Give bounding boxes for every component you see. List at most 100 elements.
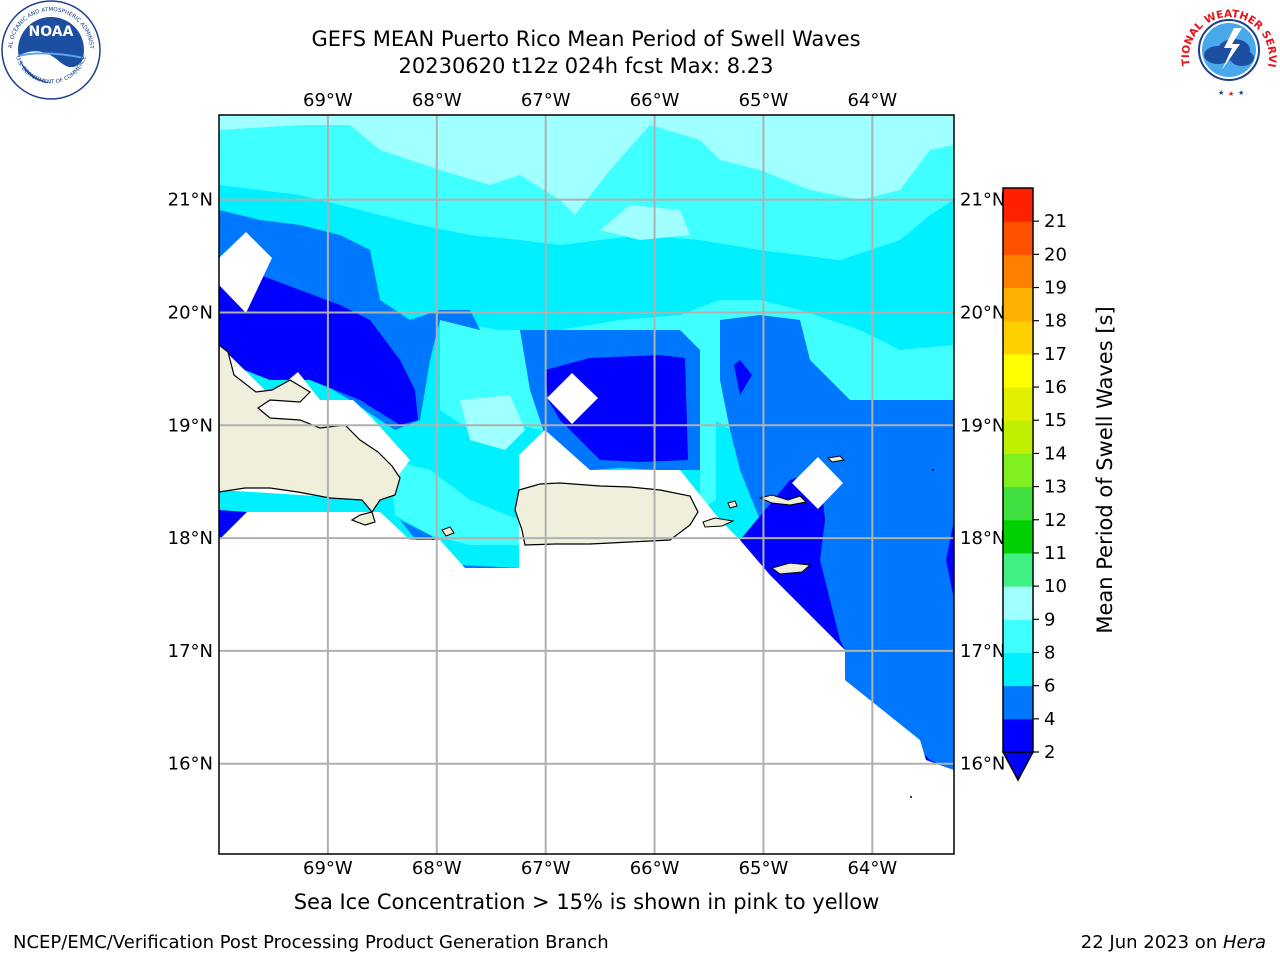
nws-logo: NATIONAL WEATHER SERVICE ★ ★ ★ [1178, 0, 1278, 98]
nodata-diamond-east [792, 457, 843, 509]
lon-label-top: 69°W [303, 90, 353, 111]
colorbar: 2 4 6 8 9 10 11 12 13 14 15 16 17 18 19 20 21 Mean Perio… [1001, 187, 1117, 782]
noaa-logo-text: NOAA [29, 24, 74, 40]
colorbar-band [1003, 718, 1033, 753]
lat-label-right: 16°N [960, 754, 1005, 775]
colorbar-band [1003, 353, 1033, 388]
colorbar-tick-label: 19 [1044, 278, 1067, 299]
land-st-croix [770, 562, 812, 575]
gridlines [219, 115, 954, 854]
map-frame [218, 114, 955, 855]
colorbar-band [1003, 652, 1033, 687]
lat-label-right: 17°N [960, 641, 1005, 662]
axis-labels: 69°W 69°W 68°W 68°W 67°W 67°W 66°W 66°W 65°W 65°W… [168, 90, 1006, 879]
lat-label-left: 21°N [168, 190, 213, 211]
swell-band-0-2-southwest [219, 510, 247, 540]
land-culebra [727, 500, 738, 509]
colorbar-label: Mean Period of Swell Waves [s] [1093, 306, 1117, 633]
colorbar-tick-label: 4 [1044, 709, 1055, 730]
colorbar-band [1003, 586, 1033, 620]
lon-label-top: 67°W [521, 90, 571, 111]
colorbar-tick-label: 11 [1044, 543, 1067, 564]
chart-title-line2: 20230620 t12z 024h fcst Max: 8.23 [398, 54, 774, 78]
land-virgin-islands [758, 494, 808, 506]
colorbar-tick-label: 12 [1044, 510, 1067, 531]
colorbar-band [1003, 188, 1033, 222]
colorbar-band [1003, 420, 1033, 454]
footer-date-text: 22 Jun 2023 on [1080, 932, 1223, 953]
colorbar-tick-label: 6 [1044, 676, 1055, 697]
land-vieques [702, 517, 735, 528]
nodata-diamond-west [219, 232, 272, 313]
lat-label-right: 19°N [960, 415, 1005, 436]
colorbar-band [1003, 486, 1033, 521]
colorbar-band [1003, 685, 1033, 720]
colorbar-tick-label: 21 [1044, 211, 1067, 232]
colorbar-tick-label: 17 [1044, 344, 1067, 365]
lon-label-top: 68°W [412, 90, 462, 111]
colorbar-band [1003, 221, 1033, 255]
lat-label-right: 21°N [960, 190, 1005, 211]
swell-band-8-9 [219, 115, 954, 215]
land-hispaniola [219, 344, 401, 526]
nodata-diamond-center [547, 373, 598, 424]
swell-band-8-9-lower [460, 395, 525, 450]
lon-label-bottom: 66°W [630, 858, 680, 879]
land-mona [441, 526, 455, 537]
colorbar-band [1003, 254, 1033, 289]
svg-text:★: ★ [1218, 89, 1224, 97]
footer-date: 22 Jun 2023 on Hera [1081, 932, 1266, 953]
chart-title-line1: GEFS MEAN Puerto Rico Mean Period of Swe… [311, 27, 861, 51]
colorbar-band [1003, 287, 1033, 322]
colorbar-tick-label: 18 [1044, 311, 1067, 332]
lon-label-bottom: 69°W [303, 858, 353, 879]
nodata-south [219, 512, 954, 854]
footer-branch: NCEP/EMC/Verification Post Processing Pr… [13, 932, 609, 953]
colorbar-tick-label: 9 [1044, 609, 1055, 630]
colorbar-tick-label: 8 [1044, 642, 1055, 663]
lon-label-top: 66°W [630, 90, 680, 111]
swell-band-6-8-streak [700, 352, 716, 505]
land-dot-south [910, 796, 912, 798]
lat-label-left: 16°N [168, 754, 213, 775]
nodata-bottom-right [926, 760, 954, 854]
colorbar-band [1003, 619, 1033, 653]
colorbar-band [1003, 387, 1033, 421]
colorbar-band [1003, 552, 1033, 587]
lat-label-left: 18°N [168, 528, 213, 549]
land-dot-east [932, 469, 934, 471]
colorbar-tick-label: 14 [1044, 443, 1067, 464]
lat-label-left: 17°N [168, 641, 213, 662]
land-anegada [826, 455, 846, 463]
colorbar-tick-label: 15 [1044, 410, 1067, 431]
colorbar-band [1003, 453, 1033, 488]
lon-label-top: 64°W [847, 90, 897, 111]
footer-host: Hera [1222, 932, 1266, 953]
sea-ice-note: Sea Ice Concentration > 15% is shown in … [293, 890, 880, 914]
colorbar-band [1003, 519, 1033, 554]
lon-label-bottom: 68°W [412, 858, 462, 879]
lat-label-right: 18°N [960, 528, 1005, 549]
swell-band-0-2-small [734, 360, 752, 395]
lon-label-top: 65°W [739, 90, 789, 111]
noaa-logo: NOAA NATIONAL OCEANIC AND ATMOSPHERIC AD… [0, 0, 101, 100]
colorbar-tick-label: 20 [1044, 244, 1067, 265]
land-puerto-rico [514, 482, 699, 546]
colorbar-frame [1002, 187, 1034, 753]
swell-band-0-2-northwest [219, 270, 418, 425]
svg-text:★: ★ [1238, 89, 1244, 97]
lon-label-bottom: 65°W [739, 858, 789, 879]
swell-band-0-2-edge [946, 520, 954, 600]
colorbar-extend-triangle [1001, 751, 1035, 782]
svg-text:★: ★ [1228, 90, 1234, 98]
colorbar-tick-label: 16 [1044, 377, 1067, 398]
colorbar-tick-label: 2 [1044, 742, 1055, 763]
lat-label-left: 20°N [168, 302, 213, 323]
lat-label-left: 19°N [168, 415, 213, 436]
swell-band-2-4-east [720, 315, 954, 770]
colorbar-band [1003, 320, 1033, 355]
lon-label-bottom: 64°W [847, 858, 897, 879]
lat-label-right: 20°N [960, 302, 1005, 323]
lon-label-bottom: 67°W [521, 858, 571, 879]
